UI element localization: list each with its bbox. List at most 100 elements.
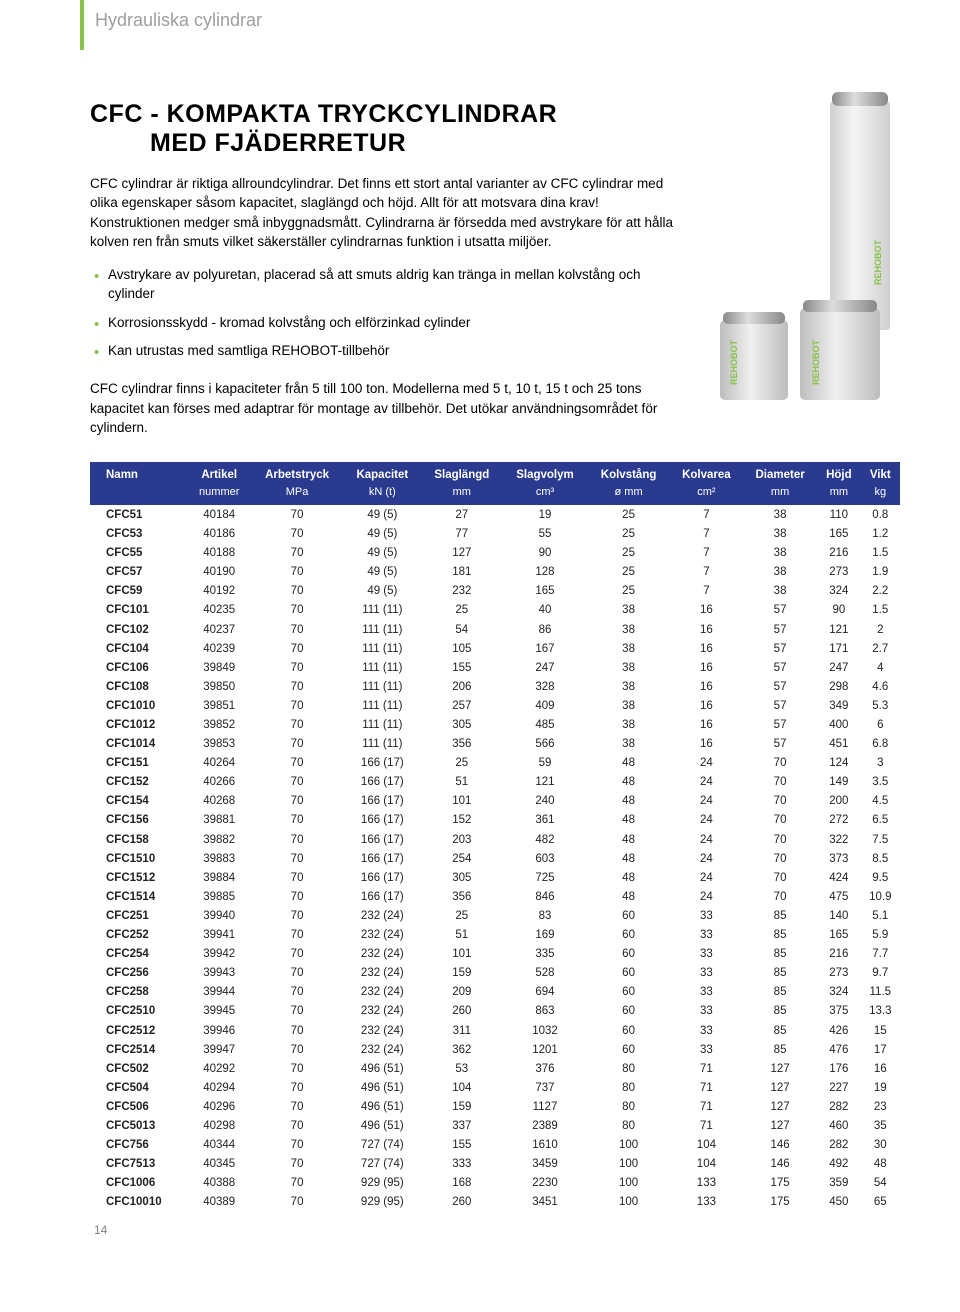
row-name: CFC59 [90,582,188,601]
row-cell: 15 [861,1021,900,1040]
row-cell: 409 [503,696,588,715]
row-name: CFC251 [90,906,188,925]
table-row: CFC7564034470727 (74)1551610100104146282… [90,1136,900,1155]
bullet-item: Avstrykare av polyuretan, placerad så at… [90,266,680,304]
row-cell: 127 [743,1097,817,1116]
product-image: REHOBOT REHOBOT REHOBOT [710,100,900,460]
table-row: CFC1014023570111 (11)2540381657901.5 [90,601,900,620]
row-name: CFC151 [90,754,188,773]
row-cell: 7 [670,563,743,582]
row-cell: 165 [503,582,588,601]
row-cell: 70 [251,582,344,601]
row-cell: 60 [587,1002,669,1021]
row-cell: 362 [421,1040,503,1059]
row-cell: 38 [587,696,669,715]
row-cell: 127 [743,1059,817,1078]
table-row: CFC25143994770232 (24)362120160338547617 [90,1040,900,1059]
row-cell: 70 [743,754,817,773]
row-cell: 7 [670,525,743,544]
table-row: CFC15103988370166 (17)2546034824703738.5 [90,849,900,868]
row-cell: 5.1 [861,906,900,925]
row-cell: 227 [817,1078,860,1097]
row-cell: 16 [670,639,743,658]
col-header: Diameter [743,462,817,485]
row-cell: 33 [670,1040,743,1059]
row-cell: 356 [421,887,503,906]
row-cell: 929 (95) [344,1174,421,1193]
row-cell: 19 [503,505,588,524]
row-cell: 16 [670,716,743,735]
row-cell: 40239 [188,639,251,658]
row-cell: 33 [670,906,743,925]
row-name: CFC158 [90,830,188,849]
row-cell: 39852 [188,716,251,735]
row-cell: 60 [587,945,669,964]
row-cell: 70 [251,677,344,696]
row-cell: 55 [503,525,588,544]
row-cell: 482 [503,830,588,849]
col-header: Namn [90,462,188,485]
row-name: CFC1014 [90,735,188,754]
row-cell: 3459 [503,1155,588,1174]
row-cell: 70 [251,544,344,563]
row-name: CFC104 [90,639,188,658]
row-name: CFC55 [90,544,188,563]
row-cell: 100 [587,1193,669,1212]
row-cell: 1610 [503,1136,588,1155]
row-cell: 209 [421,983,503,1002]
row-cell: 254 [421,849,503,868]
row-cell: 33 [670,945,743,964]
row-name: CFC51 [90,505,188,524]
row-cell: 0.8 [861,505,900,524]
main-title: CFC - KOMPAKTA TRYCKCYLINDRAR MED FJÄDER… [90,100,680,158]
row-cell: 70 [743,811,817,830]
row-cell: 71 [670,1097,743,1116]
row-cell: 48 [587,868,669,887]
row-cell: 48 [587,792,669,811]
table-row: CFC2523994170232 (24)511696033851655.9 [90,926,900,945]
row-cell: 25 [587,505,669,524]
row-name: CFC108 [90,677,188,696]
col-subheader: ø mm [587,485,669,505]
row-cell: 38 [743,582,817,601]
row-cell: 9.7 [861,964,900,983]
row-cell: 361 [503,811,588,830]
row-cell: 85 [743,983,817,1002]
table-row: CFC5024029270496 (51)53376807112717616 [90,1059,900,1078]
row-cell: 51 [421,926,503,945]
row-cell: 39942 [188,945,251,964]
row-cell: 273 [817,563,860,582]
row-cell: 70 [743,868,817,887]
row-cell: 460 [817,1116,860,1135]
row-cell: 70 [251,849,344,868]
table-row: CFC1063984970111 (11)1552473816572474 [90,658,900,677]
row-cell: 311 [421,1021,503,1040]
col-subheader [90,485,188,505]
row-cell: 305 [421,868,503,887]
row-cell: 33 [670,926,743,945]
spec-table: NamnArtikelArbetstryckKapacitetSlaglängd… [90,462,900,1212]
row-cell: 298 [817,677,860,696]
row-cell: 70 [251,983,344,1002]
row-cell: 727 (74) [344,1155,421,1174]
col-header: Kapacitet [344,462,421,485]
accent-bar [80,0,84,50]
table-row: CFC1524026670166 (17)511214824701493.5 [90,773,900,792]
row-cell: 175 [743,1193,817,1212]
row-cell: 10.9 [861,887,900,906]
row-cell: 1.2 [861,525,900,544]
table-row: CFC1024023770111 (11)54863816571212 [90,620,900,639]
row-cell: 70 [743,887,817,906]
row-cell: 70 [251,868,344,887]
row-cell: 38 [743,563,817,582]
row-cell: 40296 [188,1097,251,1116]
row-name: CFC256 [90,964,188,983]
row-cell: 40344 [188,1136,251,1155]
row-cell: 80 [587,1097,669,1116]
row-cell: 60 [587,964,669,983]
col-subheader: mm [743,485,817,505]
row-cell: 128 [503,563,588,582]
row-cell: 424 [817,868,860,887]
row-name: CFC1512 [90,868,188,887]
row-cell: 60 [587,1040,669,1059]
